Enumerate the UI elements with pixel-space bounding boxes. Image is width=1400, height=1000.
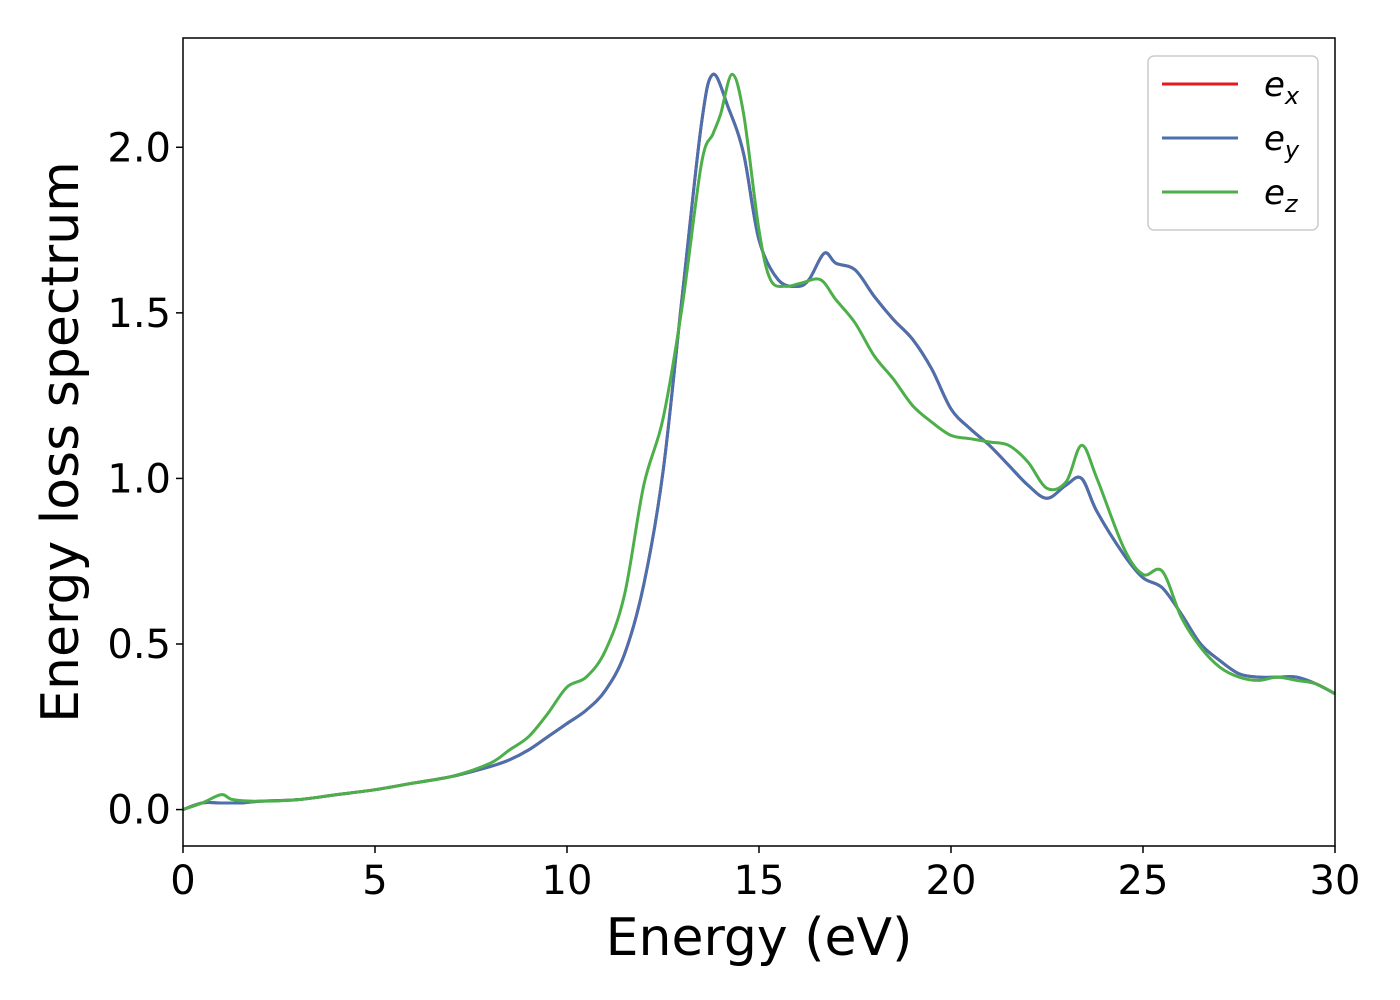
x-axis-label: Energy (eV)	[606, 908, 913, 968]
y-tick-label: 1.5	[107, 291, 171, 337]
legend-label-y: ey	[1264, 119, 1300, 164]
series-line-y	[183, 72, 1335, 812]
legend-label-z: ez	[1264, 173, 1299, 218]
axis-ticks: 0 5 10 15 20 25 30 0.0 0.5 1.0 1.5 2.0	[107, 125, 1360, 904]
y-tick-label: 1.0	[107, 456, 171, 502]
legend-label-x: ex	[1264, 65, 1300, 110]
y-tick-label: 0.0	[107, 788, 171, 834]
x-tick-label: 0	[170, 858, 195, 904]
x-tick-label: 20	[926, 858, 977, 904]
series-line-z	[183, 72, 1335, 812]
x-tick-label: 25	[1118, 858, 1169, 904]
x-tick-label: 15	[734, 858, 785, 904]
x-tick-label: 5	[362, 858, 387, 904]
y-tick-label: 0.5	[107, 622, 171, 668]
y-axis-label: Energy loss spectrum	[31, 161, 91, 723]
legend-box	[1147, 55, 1319, 231]
x-tick-label: 10	[542, 858, 593, 904]
plot-area	[183, 72, 1335, 812]
legend: ex ey ez	[1147, 55, 1319, 231]
y-tick-label: 2.0	[107, 125, 171, 171]
x-tick-label: 30	[1310, 858, 1361, 904]
